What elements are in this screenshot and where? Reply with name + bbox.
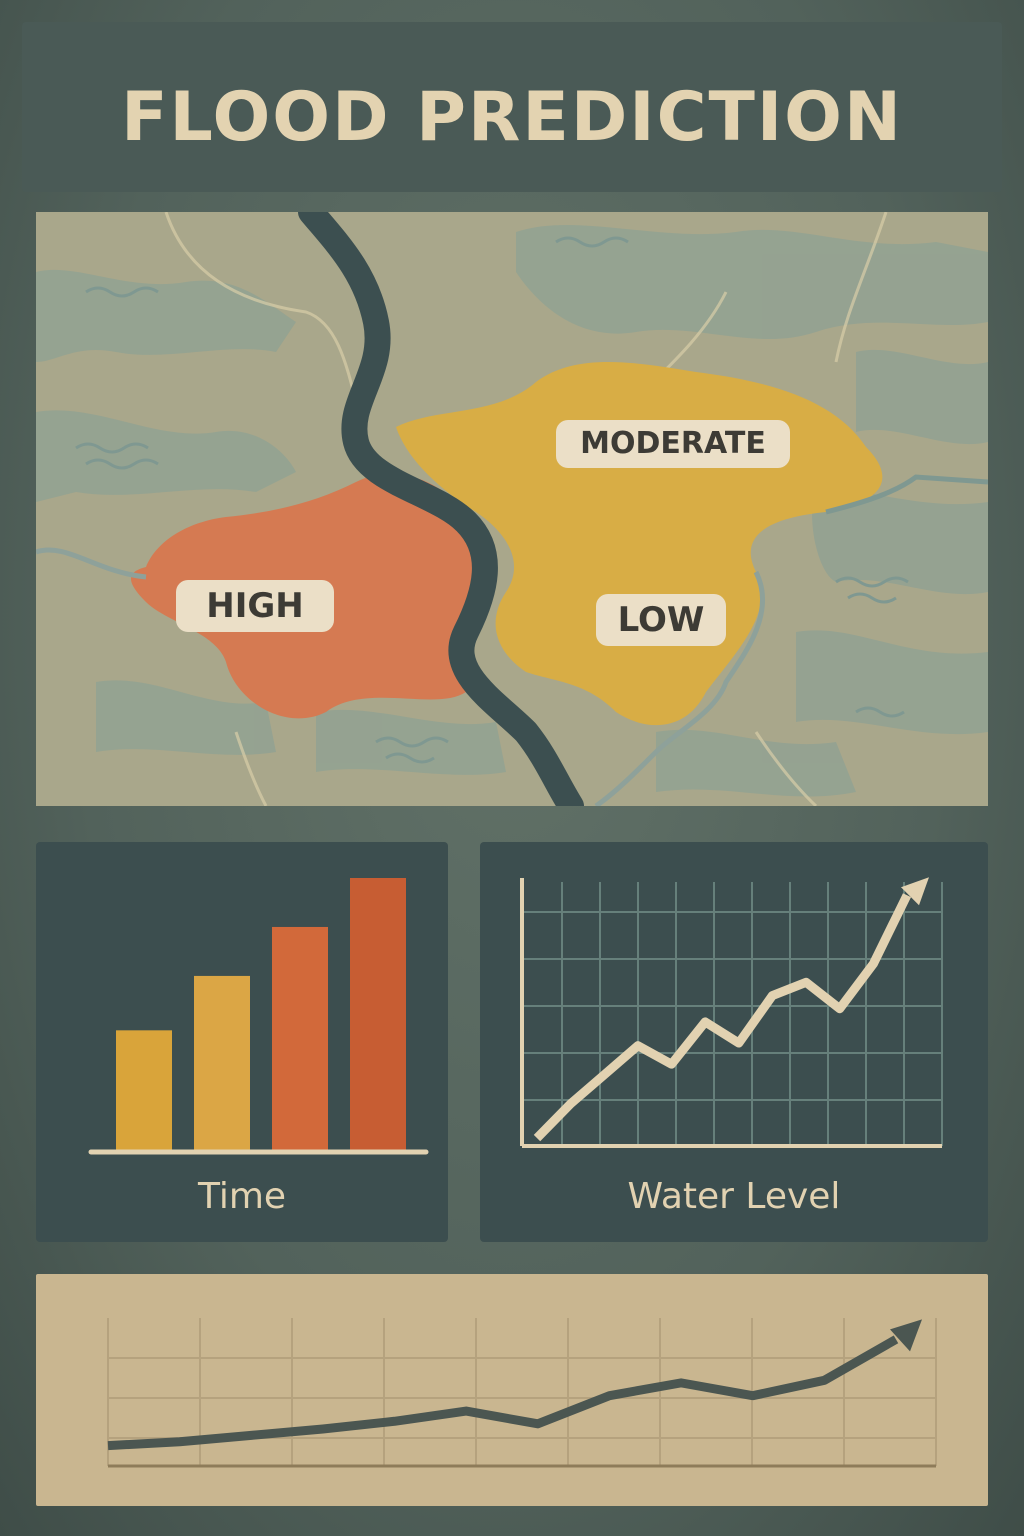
- map-wave-marks: [75, 236, 909, 764]
- arrow-head: [890, 1319, 922, 1352]
- trend-line: [107, 1335, 899, 1451]
- line-chart-xlabel: Water Level: [627, 1176, 841, 1217]
- bar: [272, 926, 328, 1150]
- trend-chart: [107, 1318, 937, 1468]
- title-band: [22, 22, 1002, 192]
- bar: [194, 975, 250, 1150]
- bar: [116, 1030, 172, 1150]
- zone-label-low: LOW: [596, 594, 726, 646]
- flood-risk-map: MODERATE HIGH LOW: [36, 212, 988, 806]
- bar: [350, 878, 406, 1150]
- zone-label-moderate: MODERATE: [556, 420, 790, 468]
- bar-chart-panel: Time: [36, 842, 448, 1242]
- zone-label-high: HIGH: [176, 580, 334, 632]
- map-water-patches: [36, 224, 988, 797]
- poster-title: FLOOD PREDICTION: [121, 78, 903, 157]
- arrow-head: [901, 877, 929, 906]
- tributary-south: [594, 570, 766, 806]
- trend-chart-panel: [36, 1274, 988, 1506]
- map-illustration: [36, 212, 988, 806]
- bar-chart-xlabel: Time: [197, 1176, 287, 1217]
- line-chart-panel: Water Level: [480, 842, 988, 1242]
- line-chart: [520, 877, 943, 1148]
- water-level-line: [533, 893, 912, 1142]
- tributary: [825, 474, 988, 515]
- bar-chart: [88, 878, 429, 1155]
- river: [298, 212, 584, 806]
- tributary-west: [36, 547, 147, 580]
